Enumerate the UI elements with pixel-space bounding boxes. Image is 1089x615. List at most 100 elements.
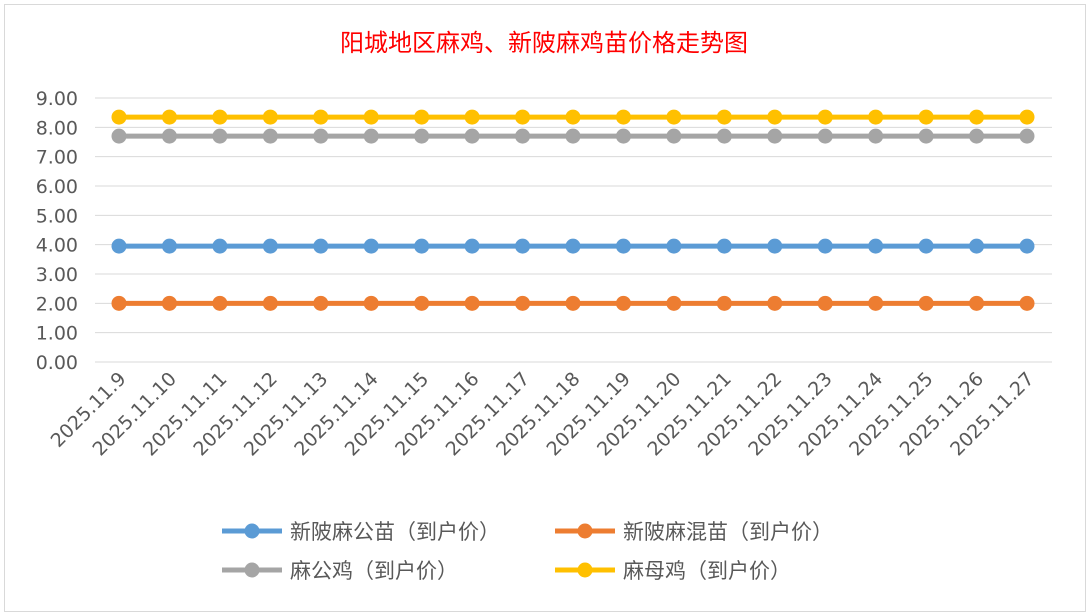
data-point <box>363 128 379 144</box>
data-point <box>817 109 833 125</box>
data-point <box>767 295 783 311</box>
data-point <box>464 295 480 311</box>
legend-item: 麻母鸡（到户价） <box>555 559 791 583</box>
legend-label: 麻公鸡（到户价） <box>290 559 458 583</box>
chart-frame <box>4 4 1086 612</box>
data-point <box>111 295 127 311</box>
data-point <box>111 128 127 144</box>
data-point <box>767 109 783 125</box>
data-point <box>464 109 480 125</box>
data-point <box>565 295 581 311</box>
y-tick-label: 4.00 <box>36 235 78 257</box>
data-point <box>615 238 631 254</box>
data-point <box>666 295 682 311</box>
data-point <box>212 238 228 254</box>
data-point <box>161 128 177 144</box>
data-point <box>212 109 228 125</box>
data-point <box>918 238 934 254</box>
legend-label: 新陂麻混苗（到户价） <box>623 520 833 544</box>
legend-label: 新陂麻公苗（到户价） <box>290 520 500 544</box>
data-point <box>161 295 177 311</box>
data-point <box>767 238 783 254</box>
data-point <box>666 238 682 254</box>
data-point <box>615 109 631 125</box>
data-point <box>363 295 379 311</box>
data-point <box>262 295 278 311</box>
series-麻公鸡（到户价） <box>111 128 1035 144</box>
data-point <box>262 109 278 125</box>
data-point <box>111 238 127 254</box>
y-tick-label: 8.00 <box>36 117 78 139</box>
data-point <box>716 109 732 125</box>
data-point <box>414 128 430 144</box>
data-point <box>969 128 985 144</box>
data-point <box>868 295 884 311</box>
series-麻母鸡（到户价） <box>111 109 1035 125</box>
data-point <box>918 109 934 125</box>
chart-title: 阳城地区麻鸡、新陂麻鸡苗价格走势图 <box>340 29 748 57</box>
legend-marker <box>244 562 260 578</box>
data-point <box>918 128 934 144</box>
data-point <box>464 238 480 254</box>
data-point <box>1019 295 1035 311</box>
data-point <box>969 109 985 125</box>
data-point <box>868 109 884 125</box>
data-point <box>515 109 531 125</box>
data-point <box>363 109 379 125</box>
data-point <box>716 238 732 254</box>
data-point <box>161 238 177 254</box>
data-point <box>1019 128 1035 144</box>
y-tick-label: 3.00 <box>36 264 78 286</box>
y-tick-label: 1.00 <box>36 323 78 345</box>
data-point <box>363 238 379 254</box>
data-point <box>918 295 934 311</box>
legend-marker <box>577 523 593 539</box>
y-tick-label: 7.00 <box>36 147 78 169</box>
data-point <box>716 295 732 311</box>
data-point <box>868 238 884 254</box>
data-point <box>464 128 480 144</box>
data-point <box>262 128 278 144</box>
data-point <box>515 238 531 254</box>
legend-item: 麻公鸡（到户价） <box>222 559 458 583</box>
y-tick-label: 0.00 <box>36 352 78 374</box>
data-point <box>615 128 631 144</box>
data-point <box>969 238 985 254</box>
data-point <box>414 238 430 254</box>
data-point <box>313 295 329 311</box>
y-tick-label: 9.00 <box>36 88 78 110</box>
data-point <box>212 128 228 144</box>
data-point <box>1019 109 1035 125</box>
y-tick-label: 5.00 <box>36 205 78 227</box>
data-point <box>313 238 329 254</box>
data-point <box>666 128 682 144</box>
data-point <box>111 109 127 125</box>
data-point <box>161 109 177 125</box>
series-新陂麻混苗（到户价） <box>111 295 1035 311</box>
data-point <box>817 238 833 254</box>
legend-item: 新陂麻混苗（到户价） <box>555 520 833 544</box>
legend-marker <box>577 562 593 578</box>
data-point <box>313 128 329 144</box>
data-point <box>414 109 430 125</box>
y-tick-label: 6.00 <box>36 176 78 198</box>
data-point <box>666 109 682 125</box>
data-point <box>515 295 531 311</box>
data-point <box>565 109 581 125</box>
data-point <box>868 128 884 144</box>
data-point <box>565 128 581 144</box>
legend-label: 麻母鸡（到户价） <box>623 559 791 583</box>
data-point <box>767 128 783 144</box>
data-point <box>414 295 430 311</box>
data-point <box>212 295 228 311</box>
data-point <box>515 128 531 144</box>
data-point <box>615 295 631 311</box>
data-point <box>313 109 329 125</box>
data-point <box>262 238 278 254</box>
legend-item: 新陂麻公苗（到户价） <box>222 520 500 544</box>
series-新陂麻公苗（到户价） <box>111 238 1035 254</box>
y-tick-label: 2.00 <box>36 293 78 315</box>
data-point <box>969 295 985 311</box>
